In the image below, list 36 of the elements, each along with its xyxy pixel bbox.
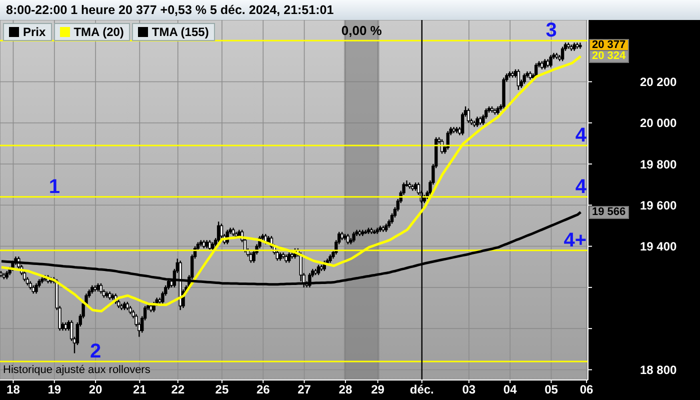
- y-tick-label: 20 000: [640, 116, 678, 130]
- legend-label: TMA (155): [152, 25, 209, 39]
- y-tick-label: 20 200: [640, 74, 678, 89]
- annotation: 1: [48, 176, 60, 198]
- x-tick-label: 03: [462, 382, 476, 397]
- annotation: 4: [575, 176, 588, 198]
- y-tick-label: 19 600: [640, 198, 678, 212]
- x-tick-label: 05: [544, 382, 558, 397]
- band-label: 0,00 %: [341, 23, 382, 38]
- y-tick-label: 19 400: [640, 240, 678, 254]
- x-tick-label: 19: [48, 382, 62, 397]
- x-tick-label: 21: [132, 382, 147, 397]
- y-tick-label: 19 800: [640, 157, 678, 172]
- data-label: 20 324: [589, 50, 629, 64]
- x-tick-label: 18: [6, 382, 20, 397]
- annotation: 4: [575, 124, 588, 146]
- annotation: 2: [90, 340, 102, 362]
- annotation: Historique ajusté aux rollovers: [3, 364, 150, 376]
- x-tick-label: 25: [215, 382, 229, 397]
- data-label: 19 566: [589, 206, 629, 220]
- annotation: 3: [546, 20, 557, 42]
- x-tick-label: 28: [338, 382, 352, 397]
- x-tick-label: 29: [371, 382, 385, 397]
- annotation: 4+: [564, 229, 587, 252]
- legend-label: TMA (20): [74, 25, 124, 39]
- x-tick-label: 27: [298, 382, 312, 397]
- text: 20 377: [592, 39, 626, 52]
- x-tick-label: 26: [256, 382, 270, 397]
- x-tick-label: 06: [580, 382, 594, 397]
- x-tick-label: déc.: [410, 382, 434, 397]
- x-tick-label: 20: [88, 382, 103, 397]
- legend-label: Prix: [23, 25, 46, 39]
- x-tick-label: 04: [503, 382, 518, 397]
- y-tick-label: 18 800: [640, 362, 678, 377]
- x-tick-label: 22: [171, 382, 185, 397]
- chart-title: 8:00-22:00 1 heure 20 377 +0,53 % 5 déc. 2024, 21:51:01: [0, 0, 700, 20]
